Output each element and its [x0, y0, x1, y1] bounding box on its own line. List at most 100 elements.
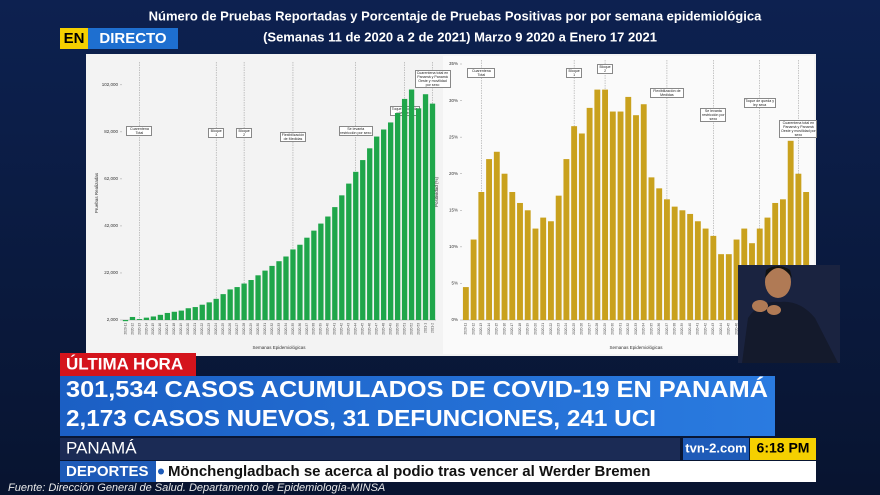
ticker-bar — [60, 461, 816, 482]
bar — [199, 304, 205, 320]
bar — [143, 317, 150, 320]
x-tick-label: 2020-46 — [734, 323, 738, 335]
bar — [304, 237, 310, 320]
bar — [213, 298, 219, 320]
ticker-bullet — [158, 468, 164, 475]
badge-directo — [88, 28, 178, 49]
x-tick-label: 2020-21 — [541, 323, 545, 335]
bar — [220, 294, 226, 320]
y-tick-label: 25% — [449, 134, 458, 139]
x-tick-label: 2020-44 — [719, 323, 723, 335]
x-tick-label: 2020-34 — [284, 323, 288, 335]
bar — [157, 314, 164, 320]
bar — [733, 239, 740, 320]
x-tick-label: 2020-50 — [395, 323, 399, 335]
x-tick-label: 2020-31 — [263, 323, 267, 335]
interpreter-body — [742, 301, 838, 363]
bar — [555, 195, 562, 320]
bar — [532, 228, 539, 320]
x-tick-label: 2020-16 — [502, 323, 506, 335]
x-tick-label: 2020-32 — [270, 323, 274, 335]
x-tick-label: 2020-22 — [549, 323, 553, 335]
y-tick-label: 5% — [451, 281, 458, 286]
bar — [290, 249, 296, 320]
bar — [262, 270, 268, 320]
x-tick-label: 2021-2 — [430, 323, 434, 333]
annotation-box: Se levanta restricción por sexo — [338, 126, 373, 136]
annotation: Se levanta restricción por sexo — [338, 126, 373, 136]
interpreter-head — [765, 266, 791, 298]
x-tick-label: 2020-40 — [688, 323, 692, 335]
bar — [318, 223, 324, 320]
bar — [206, 302, 212, 320]
headline-band — [60, 376, 775, 436]
annotation: Bloque 2 — [597, 64, 614, 74]
x-tick-label: 2020-41 — [696, 323, 700, 335]
x-tick-label: 2020-11 — [464, 323, 468, 335]
bar — [387, 122, 394, 320]
x-tick-label: 2020-19 — [179, 323, 183, 335]
headline: 2,173 CASOS NUEVOS, 31 DEFUNCIONES, 241 … — [66, 405, 656, 431]
annotation: Flexibilización de Medidas — [279, 132, 306, 142]
x-tick-label: 2020-33 — [634, 323, 638, 335]
x-tick-label: 2020-21 — [193, 323, 197, 335]
x-tick-label: 2020-11 — [123, 323, 127, 335]
badge-text: EN — [64, 30, 85, 47]
x-tick-label: 2020-51 — [402, 323, 406, 335]
bar — [710, 235, 717, 320]
x-tick-label: 2020-15 — [151, 323, 155, 335]
bar — [311, 230, 317, 320]
x-tick-label: 2020-43 — [711, 323, 715, 335]
annotation: Cuarentena total en Panamá y Panamá Oest… — [779, 120, 818, 138]
x-tick-label: 2020-47 — [375, 323, 379, 335]
x-tick-label: 2020-23 — [557, 323, 561, 335]
bar — [325, 216, 331, 320]
bar — [694, 221, 701, 320]
bar — [625, 96, 632, 321]
annotation-box: Cuarentena Total — [126, 126, 153, 136]
time-box — [750, 438, 816, 460]
interpreter-hair — [765, 266, 792, 278]
bar — [702, 228, 709, 320]
bar — [192, 307, 198, 320]
y-tick-label: 35% — [449, 61, 458, 66]
x-tick-label: 2020-13 — [137, 323, 141, 335]
bar — [594, 89, 601, 320]
interpreter-hand — [767, 305, 781, 315]
x-tick-label: 2020-49 — [388, 323, 392, 335]
bar — [656, 188, 663, 320]
bar — [276, 261, 282, 320]
website: tvn-2.com — [685, 440, 746, 455]
x-tick-label: 2020-45 — [361, 323, 365, 335]
x-tick-label: 2020-37 — [305, 323, 309, 335]
x-tick-label: 2020-13 — [479, 323, 483, 335]
website-box — [683, 438, 749, 460]
bar — [227, 289, 233, 320]
x-tick-label: 2020-12 — [130, 323, 134, 335]
interpreter — [738, 265, 840, 363]
annotation-box: Toque de queda y ley seca — [743, 98, 776, 108]
x-tick-label: 2020-17 — [165, 323, 169, 335]
y-axis-label: Pruebas Realizadas — [94, 172, 99, 213]
y-tick-label: 0% — [451, 317, 458, 322]
bar — [178, 310, 184, 320]
bar — [136, 319, 143, 320]
bar — [795, 173, 802, 320]
bar — [586, 107, 593, 320]
badge-text: DIRECTO — [99, 30, 167, 47]
x-tick-label: 2020-14 — [487, 323, 491, 335]
bar — [332, 207, 338, 320]
x-tick-label: 2020-34 — [642, 323, 646, 335]
annotation-box: Cuarentena total en Panamá y Panamá Oest… — [414, 70, 451, 88]
bar — [367, 148, 373, 320]
x-tick-label: 2020-42 — [340, 323, 344, 335]
bar — [779, 199, 786, 320]
bar — [339, 195, 345, 320]
x-tick-label: 2020-24 — [214, 323, 218, 335]
bar — [602, 89, 609, 320]
y-tick-label: 102,000 — [102, 82, 119, 87]
x-axis-label: Semanas Epidemiológicas — [252, 345, 306, 350]
x-tick-label: 2020-15 — [495, 323, 499, 335]
y-tick-label: 22,000 — [104, 270, 118, 275]
source: Fuente: Dirección General de Salud. Depa… — [8, 482, 385, 494]
